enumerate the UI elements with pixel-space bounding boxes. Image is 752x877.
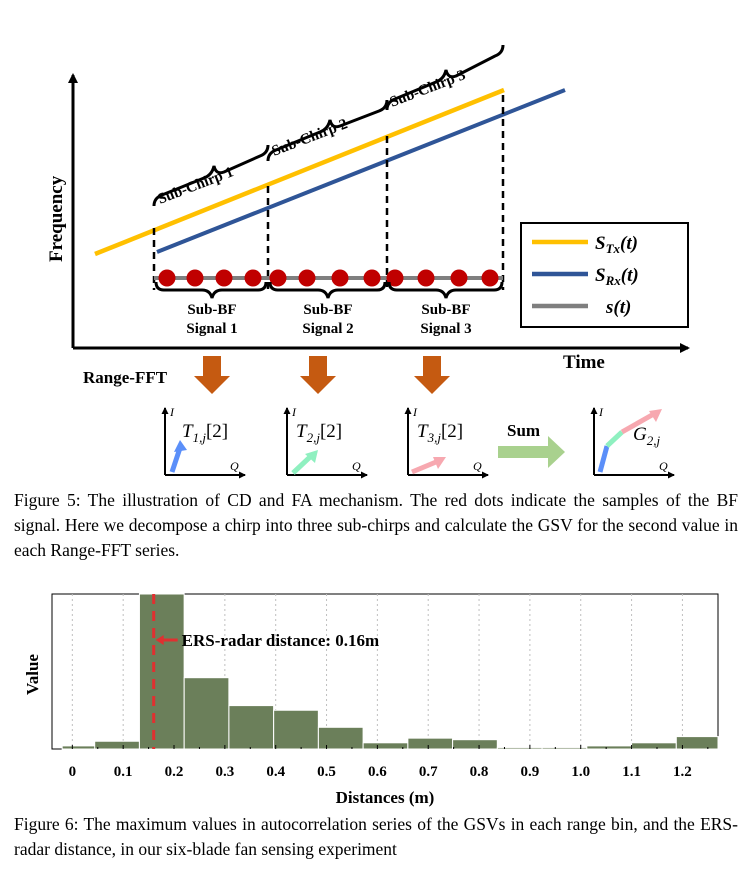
tick-label-9: 0.9	[521, 764, 540, 780]
tx-signal-line	[94, 87, 505, 257]
sum-label: Sum	[507, 421, 540, 440]
bar-9	[452, 739, 498, 750]
iq-plot-sum: I Q G2,j	[590, 405, 675, 479]
bar-4	[228, 705, 275, 750]
sample-dot-2	[215, 269, 233, 287]
tick-label-5: 0.5	[317, 764, 336, 780]
sub-bf-1-line2: Signal 1	[186, 321, 237, 337]
svg-text:Q: Q	[230, 459, 239, 473]
ers-annotation-arrowhead	[155, 635, 164, 645]
svg-text:I: I	[412, 405, 418, 419]
rx-signal-line	[156, 88, 566, 254]
sub-bf-2-line2: Signal 2	[302, 321, 353, 337]
figure5: Frequency Time Sub-Chirp 1 Sub-Chirp 2 S…	[46, 44, 690, 479]
sub-bf-braces	[154, 281, 504, 299]
sample-dot-5	[298, 269, 316, 287]
grid-lines	[71, 594, 683, 749]
bar-5	[273, 709, 319, 750]
svg-text:I: I	[291, 405, 297, 419]
legend-tx-label: STx(t)	[595, 233, 638, 256]
sub-bf-3-line2: Signal 3	[420, 321, 471, 337]
tick-label-0: 0	[69, 764, 77, 780]
sub-bf-1-line1: Sub-BF	[187, 302, 236, 318]
tick-label-3: 0.3	[215, 764, 234, 780]
sample-dot-10	[450, 269, 468, 287]
tick-label-1: 0.1	[114, 764, 133, 780]
sample-dot-4	[269, 269, 287, 287]
vector-t1-label: T1,j[2]	[182, 421, 228, 445]
sample-dot-0	[158, 269, 176, 287]
figure6-chart: ERS-radar distance: 0.16m 0 0.1 0.2 0.3 0.4 0…	[23, 593, 719, 807]
sample-dot-9	[417, 269, 435, 287]
sum-arrow	[498, 436, 565, 468]
range-fft-arrows	[194, 356, 450, 394]
legend: STx(t) SRx(t) s(t)	[520, 222, 689, 328]
frequency-axis-label: Frequency	[46, 175, 67, 262]
bar-8	[407, 737, 454, 750]
bar-3	[183, 677, 230, 750]
bar-7	[362, 742, 409, 750]
legend-s-label: s(t)	[605, 297, 631, 318]
bf-sample-dots	[158, 269, 499, 287]
iq-plot-2: I Q T2,j[2]	[283, 405, 368, 479]
sample-dot-11	[481, 269, 499, 287]
sample-dot-8	[386, 269, 404, 287]
vector-t3	[411, 459, 437, 475]
sub-bf-2-line1: Sub-BF	[303, 302, 352, 318]
sub-bf-3-line1: Sub-BF	[421, 302, 470, 318]
sample-dot-1	[186, 269, 204, 287]
range-fft-label: Range-FFT	[83, 368, 168, 387]
iq-plot-3: I Q T3,j[2]	[404, 405, 489, 479]
svg-text:Q: Q	[352, 459, 361, 473]
tick-label-11: 1.1	[622, 764, 641, 780]
figure6-caption: Figure 6: The maximum values in autocorr…	[14, 814, 738, 859]
sample-dot-7	[363, 269, 381, 287]
tick-label-10: 1.0	[571, 764, 590, 780]
vector-t1	[169, 447, 183, 473]
tick-label-12: 1.2	[673, 764, 692, 780]
x-axis-label: Distances (m)	[336, 788, 435, 807]
bar-11	[541, 746, 588, 750]
legend-rx-label: SRx(t)	[595, 265, 639, 288]
tick-label-2: 0.2	[165, 764, 184, 780]
tick-label-8: 0.8	[470, 764, 489, 780]
svg-text:Q: Q	[473, 459, 482, 473]
svg-text:Q: Q	[659, 459, 668, 473]
ers-annotation-label: ERS-radar distance: 0.16m	[182, 631, 380, 650]
bar-1	[94, 740, 140, 750]
bar-6	[317, 726, 364, 750]
bars	[61, 593, 719, 750]
tick-label-6: 0.6	[368, 764, 387, 780]
sample-dot-3	[244, 269, 262, 287]
bar-14	[675, 736, 719, 750]
vector-t2	[291, 455, 312, 475]
vector-g-label: G2,j	[633, 424, 660, 448]
y-axis-label: Value	[23, 654, 42, 695]
sub-chirp-2-label: Sub-Chirp 2	[270, 116, 350, 159]
time-axis-label: Time	[563, 352, 605, 373]
sample-dot-6	[331, 269, 349, 287]
bar-12	[586, 745, 633, 750]
x-ticks: 0 0.1 0.2 0.3 0.4 0.5 0.6 0.7 0.8 0.9 1.0 1.1 1.2	[69, 745, 709, 780]
tick-label-7: 0.7	[419, 764, 438, 780]
svg-text:I: I	[598, 405, 604, 419]
iq-plot-1: I Q T1,j[2]	[161, 405, 246, 479]
annotation: ERS-radar distance: 0.16m	[152, 594, 380, 749]
bar-2	[138, 593, 185, 750]
sub-chirp-3-label: Sub-Chirp 3	[388, 67, 468, 110]
sub-chirp-braces	[152, 44, 505, 207]
vector-t3-label: T3,j[2]	[417, 421, 463, 445]
svg-text:I: I	[169, 405, 175, 419]
vector-t2-label: T2,j[2]	[296, 421, 342, 445]
bar-13	[631, 742, 677, 750]
figure5-caption: Figure 5: The illustration of CD and FA …	[14, 490, 738, 560]
tick-label-4: 0.4	[266, 764, 285, 780]
